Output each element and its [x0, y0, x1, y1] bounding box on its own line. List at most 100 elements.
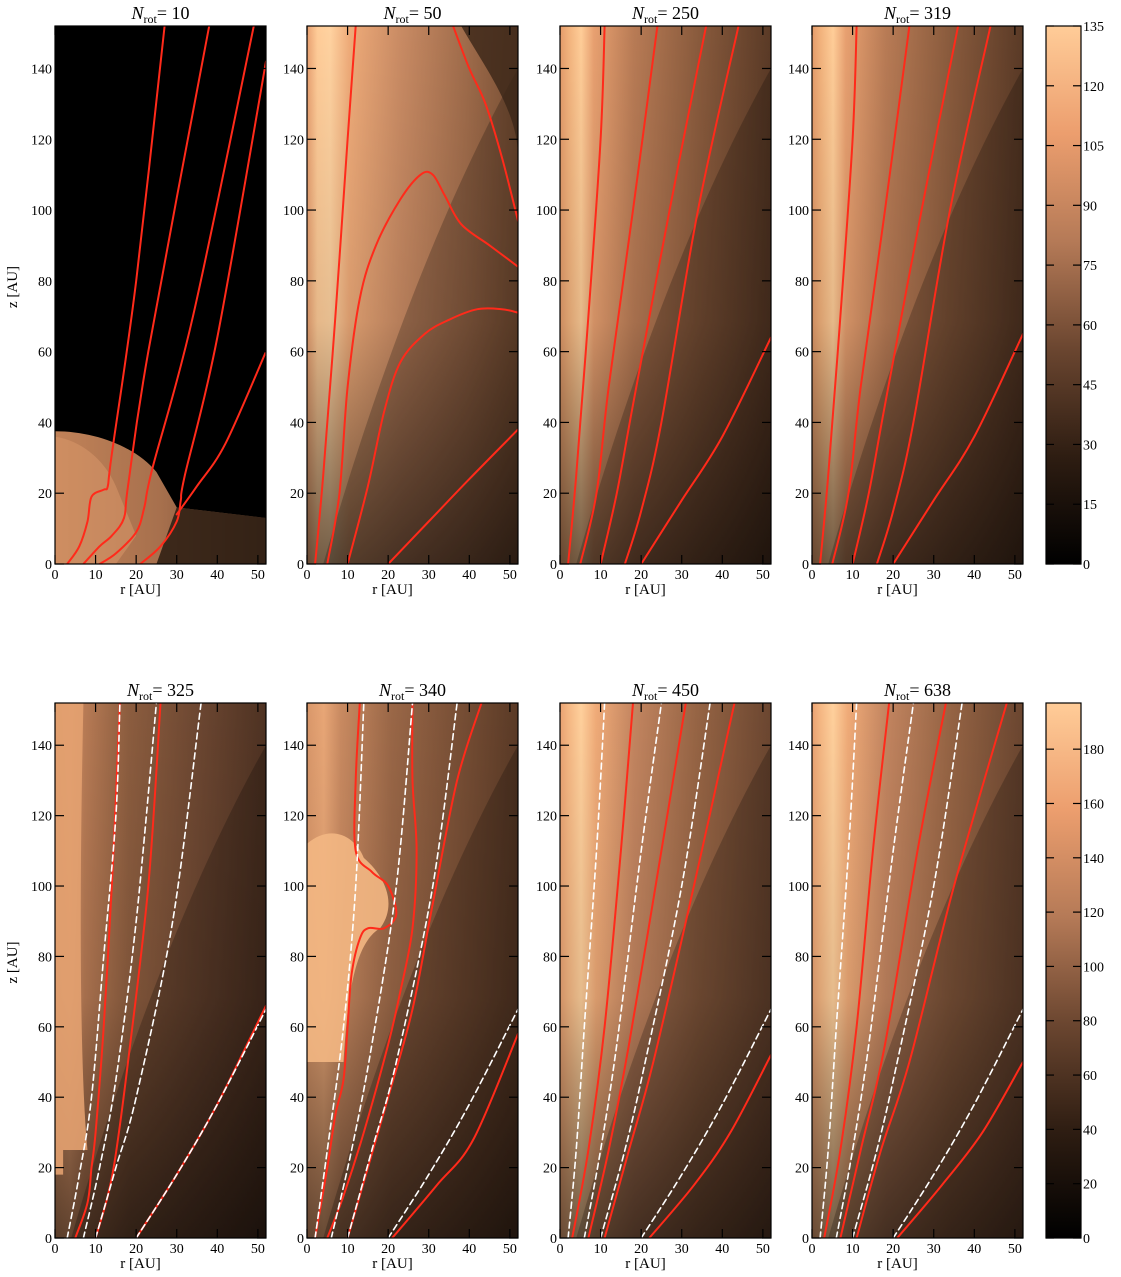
panel-3: 0 10 20 30 40 50 0 20 40 60 80 100 120 140 r [AU] Nrot=… — [536, 3, 772, 598]
colorbar-tick-label: 140 — [1083, 852, 1104, 867]
colorbar-tick-label: 100 — [1083, 960, 1104, 975]
density-field — [560, 26, 771, 564]
colorbar-tick-label: 60 — [1083, 319, 1097, 334]
y-tick-label: 40 — [38, 1091, 52, 1106]
colorbar-tick-label: 180 — [1083, 743, 1104, 758]
y-tick-label: 20 — [543, 487, 557, 502]
x-tick-label: 0 — [557, 568, 564, 583]
colorbar-tick-label: 120 — [1083, 906, 1104, 921]
outflow-shading — [576, 68, 771, 564]
colorbar-tick-label: 30 — [1083, 438, 1097, 453]
x-tick-label: 50 — [756, 1242, 770, 1257]
field-line — [139, 60, 266, 564]
x-tick-label: 10 — [846, 1242, 860, 1257]
y-tick-label: 120 — [788, 810, 809, 825]
panel-title: Nrot= 319 — [883, 3, 951, 26]
colorbar-tick-label: 160 — [1083, 797, 1104, 812]
shocked-gas — [156, 507, 266, 564]
colorbar-tick-label: 120 — [1083, 80, 1104, 95]
y-tick-label: 40 — [290, 1091, 304, 1106]
plot-frame — [306, 702, 519, 1239]
panel-2: 0 10 20 30 40 50 0 20 40 60 80 100 120 140 r [AU] Nrot=… — [283, 3, 519, 598]
x-tick-label: 0 — [809, 568, 816, 583]
outflow-shading — [828, 68, 1023, 564]
x-tick-label: 10 — [594, 1242, 608, 1257]
x-tick-label: 0 — [304, 568, 311, 583]
x-tick-label: 40 — [715, 1242, 729, 1257]
colorbar-tick-label: 0 — [1083, 1232, 1090, 1247]
y-tick-label: 120 — [536, 810, 557, 825]
plot-frame — [811, 702, 1024, 1239]
y-tick-label: 100 — [283, 204, 304, 219]
field-line — [579, 26, 659, 564]
density-field — [560, 703, 771, 1238]
x-axis-label: r [AU] — [625, 582, 665, 598]
panel-5: 0 10 20 30 40 50 0 20 40 60 80 100 120 140 r [AU] z [AU… — [5, 680, 267, 1272]
axes: 0 10 20 30 40 50 0 20 40 60 80 100 120 140 r [AU] z [AU… — [5, 26, 266, 598]
x-tick-label: 0 — [52, 1242, 59, 1257]
x-tick-label: 50 — [503, 568, 517, 583]
x-tick-label: 20 — [886, 1242, 900, 1257]
y-tick-label: 80 — [290, 950, 304, 965]
y-tick-label: 0 — [802, 1232, 809, 1247]
field-line — [346, 703, 483, 1238]
field-line — [823, 703, 891, 1238]
field-line-initial — [387, 1008, 518, 1238]
field-line-initial — [835, 703, 915, 1238]
y-tick-label: 120 — [283, 133, 304, 148]
axes: 0 10 20 30 40 50 0 20 40 60 80 100 120 140 r [AU] z [AU… — [5, 703, 266, 1272]
y-axis-label: z [AU] — [5, 941, 21, 983]
panel-title: Nrot= 638 — [883, 680, 951, 703]
y-tick-label: 100 — [31, 204, 52, 219]
y-tick-label: 140 — [788, 739, 809, 754]
y-tick-label: 80 — [795, 950, 809, 965]
field-line — [326, 170, 518, 564]
x-tick-label: 20 — [129, 568, 143, 583]
y-tick-label: 100 — [788, 880, 809, 895]
colorbar-ramp — [1045, 25, 1082, 565]
y-tick-label: 80 — [290, 275, 304, 290]
y-tick-label: 100 — [283, 880, 304, 895]
field-line — [74, 703, 121, 1238]
field-line — [839, 703, 947, 1238]
y-tick-label: 80 — [38, 275, 52, 290]
field-line-initial — [135, 1008, 266, 1238]
y-tick-label: 100 — [536, 880, 557, 895]
y-tick-label: 120 — [283, 810, 304, 825]
x-tick-label: 20 — [634, 568, 648, 583]
panel-title: Nrot= 10 — [130, 3, 189, 26]
field-line — [623, 26, 740, 564]
y-tick-label: 140 — [283, 739, 304, 754]
field-line-initial — [567, 703, 606, 1238]
field-line — [387, 428, 518, 564]
field-line-initial — [82, 703, 158, 1238]
y-tick-label: 120 — [536, 133, 557, 148]
colorbar-ramp — [1045, 702, 1082, 1239]
y-tick-label: 120 — [788, 133, 809, 148]
colorbar-2: 0 20 40 60 80 100 120 140 160 180 — [1045, 702, 1104, 1247]
dense-clump — [461, 26, 518, 157]
x-tick-label: 40 — [715, 568, 729, 583]
x-tick-label: 50 — [503, 1242, 517, 1257]
y-tick-label: 20 — [38, 487, 52, 502]
outflow-shading — [576, 745, 771, 1238]
y-tick-label: 20 — [543, 1162, 557, 1177]
x-tick-label: 20 — [634, 1242, 648, 1257]
x-tick-label: 10 — [89, 1242, 103, 1257]
density-field — [307, 703, 518, 1238]
y-tick-label: 60 — [543, 346, 557, 361]
field-line — [648, 1054, 771, 1238]
field-line — [346, 307, 518, 564]
density-field — [307, 26, 518, 564]
x-axis-label: r [AU] — [372, 1256, 412, 1272]
x-tick-label: 40 — [967, 568, 981, 583]
y-tick-label: 60 — [795, 1021, 809, 1036]
colorbar-tick-label: 40 — [1083, 1123, 1097, 1138]
field-line — [599, 26, 708, 564]
field-line-initial — [599, 703, 711, 1238]
field-line — [892, 332, 1023, 564]
x-tick-label: 10 — [341, 1242, 355, 1257]
x-tick-label: 10 — [89, 568, 103, 583]
x-tick-label: 20 — [886, 568, 900, 583]
plot-frame — [811, 25, 1024, 565]
